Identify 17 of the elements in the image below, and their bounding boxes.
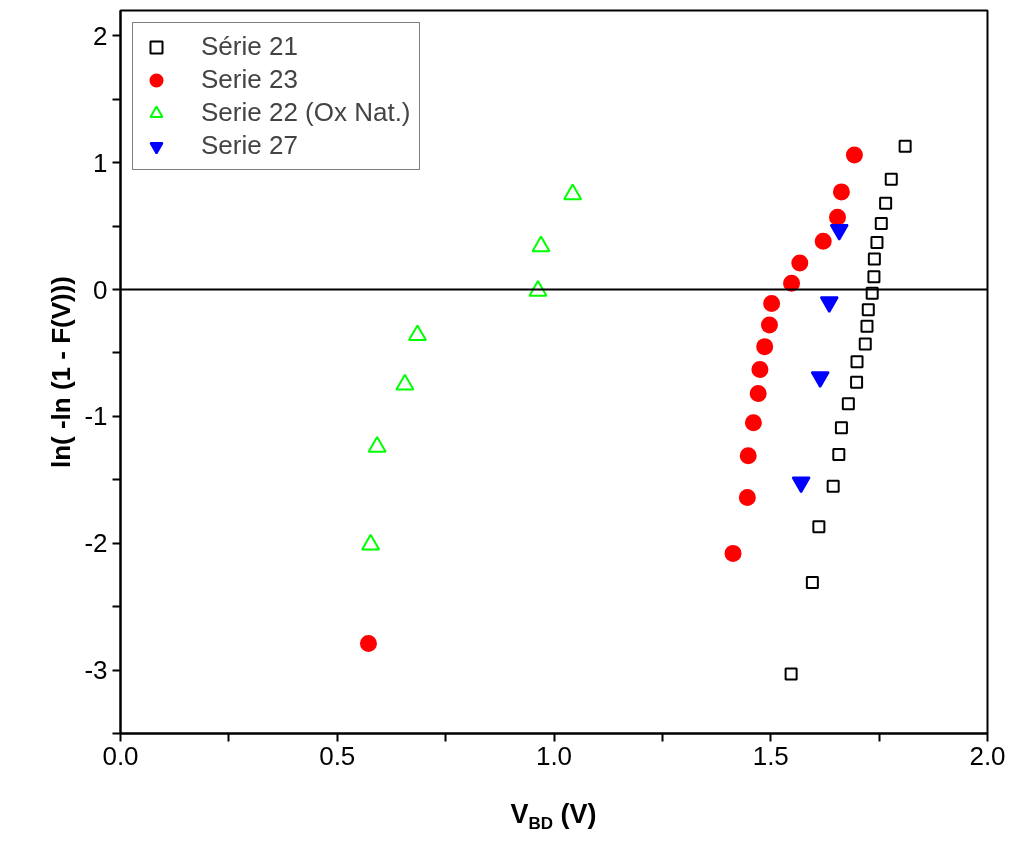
y-tick-label: 0: [93, 274, 108, 305]
legend-label: Série 21: [201, 31, 298, 62]
x-axis-title: V$_{BD}$ (V): [509, 798, 598, 836]
x-tick-label: 0.0: [102, 740, 139, 771]
y-tick-label: 2: [93, 20, 108, 51]
x-tick-label: 1.5: [752, 740, 789, 771]
legend-label: Serie 27: [201, 130, 298, 161]
y-tick-label: -3: [84, 655, 108, 686]
legend-label: Serie 22 (Ox Nat.): [201, 97, 411, 128]
x-tick-label: 0.5: [319, 740, 356, 771]
y-tick-label: -2: [84, 528, 108, 559]
x-tick-label: 1.0: [535, 740, 573, 771]
y-axis-title: ln( -ln (1 - F(V))): [46, 275, 77, 469]
y-tick-label: -1: [84, 401, 108, 432]
x-tick-label: 2.0: [969, 740, 1006, 771]
y-tick-label: 1: [93, 147, 108, 178]
legend-label: Serie 23: [201, 64, 298, 95]
